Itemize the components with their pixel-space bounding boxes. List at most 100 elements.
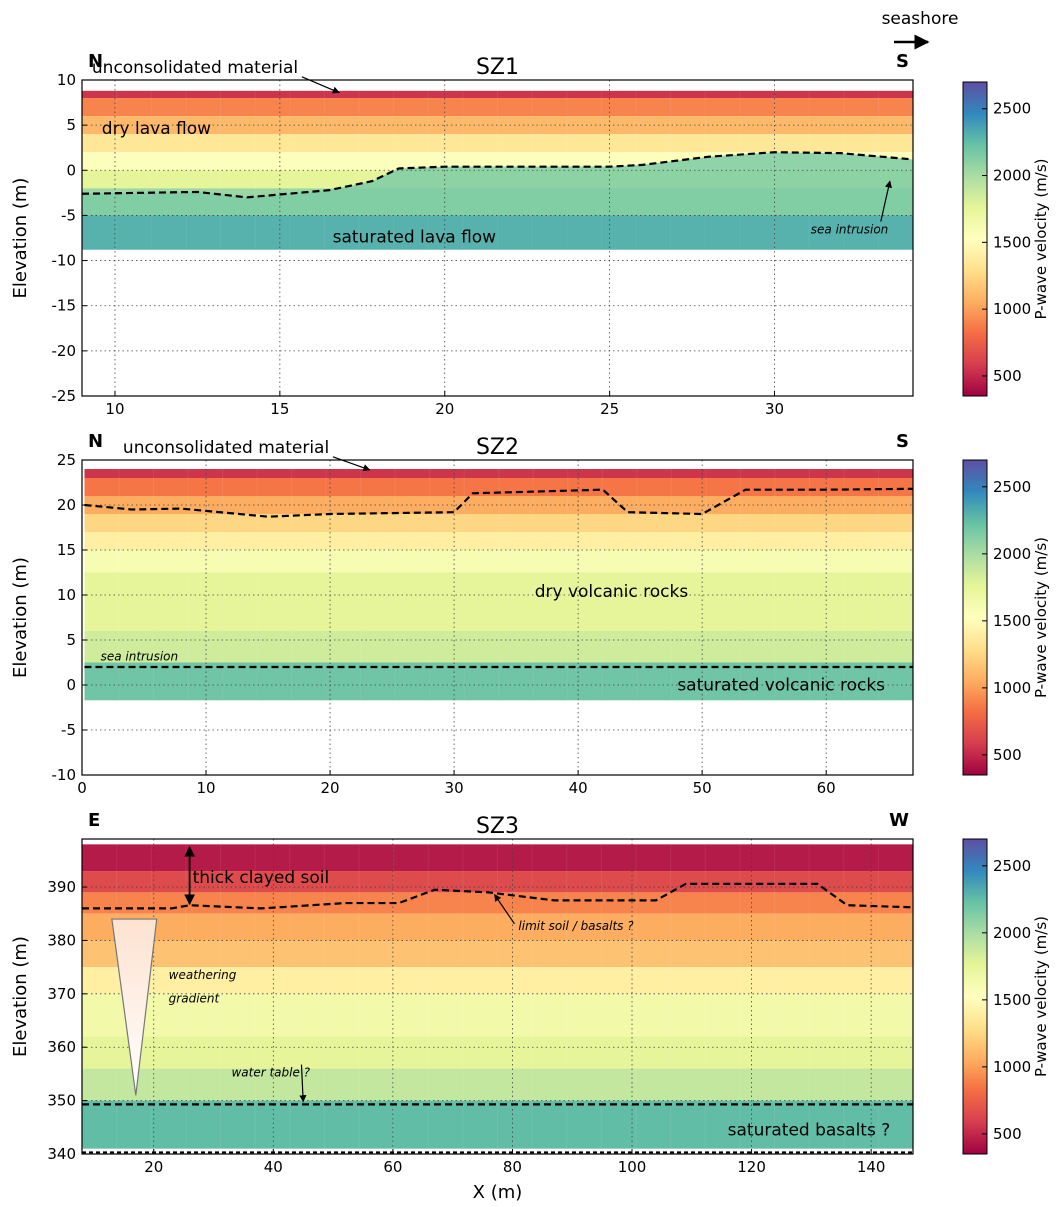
boundary-fill bbox=[82, 152, 913, 216]
y-tick-label: 25 bbox=[57, 451, 76, 469]
y-tick-label: 0 bbox=[66, 161, 76, 179]
velocity-layer bbox=[82, 215, 913, 250]
x-tick-label: 60 bbox=[383, 1158, 402, 1176]
annotation-arrow bbox=[494, 893, 515, 925]
velocity-layer bbox=[84, 662, 913, 701]
colorbar-tick-label: 500 bbox=[993, 1125, 1022, 1143]
y-tick-label: -10 bbox=[52, 252, 77, 270]
colorbar-tick-label: 1000 bbox=[993, 679, 1031, 697]
x-tick-label: 140 bbox=[857, 1158, 886, 1176]
y-tick-label: 390 bbox=[47, 878, 76, 896]
annotation: sea intrusion bbox=[811, 222, 889, 236]
velocity-layer bbox=[82, 993, 913, 1037]
plot-frame bbox=[81, 79, 914, 397]
annotation: sea intrusion bbox=[101, 650, 179, 664]
x-tick-label: 120 bbox=[737, 1158, 766, 1176]
annotation: unconsolidated material bbox=[123, 438, 329, 458]
seashore-indicator: seashore bbox=[882, 9, 958, 50]
velocity-layer bbox=[82, 90, 913, 99]
x-tick-label: 80 bbox=[503, 1158, 522, 1176]
y-tick-label: -5 bbox=[61, 721, 76, 739]
velocity-layer bbox=[82, 134, 913, 153]
corner-label-right: S bbox=[896, 51, 909, 72]
annotation: water table ? bbox=[231, 1066, 310, 1080]
x-tick-label: 40 bbox=[264, 1158, 283, 1176]
colorbar-tick-label: 2500 bbox=[993, 100, 1031, 118]
x-tick-label: 30 bbox=[765, 400, 784, 418]
panel-sz1: 10 15 20 25 30 -25 -20 -15 -10 -5 0 5 10 SZ1 N S Elevati… bbox=[10, 51, 1050, 418]
corner-label-right: W bbox=[889, 810, 909, 831]
velocity-layer bbox=[82, 913, 913, 941]
colorbar bbox=[962, 838, 988, 1155]
y-tick-label: 10 bbox=[57, 586, 76, 604]
y-axis-label: Elevation (m) bbox=[10, 936, 31, 1057]
corner-label-left: N bbox=[88, 51, 103, 72]
annotation: dry volcanic rocks bbox=[535, 582, 689, 602]
y-tick-label: 350 bbox=[47, 1092, 76, 1110]
x-tick-label: 50 bbox=[693, 779, 712, 797]
x-tick-label: 10 bbox=[105, 400, 124, 418]
annotation: unconsolidated material bbox=[92, 58, 298, 78]
colorbar-tick-label: 1500 bbox=[993, 991, 1031, 1009]
x-tick-label: 20 bbox=[435, 400, 454, 418]
y-tick-label: -5 bbox=[61, 206, 76, 224]
colorbar-tick-label: 1000 bbox=[993, 1058, 1031, 1076]
colorbar-tick-label: 500 bbox=[993, 746, 1022, 764]
annotation: dry lava flow bbox=[102, 119, 211, 139]
plot-area bbox=[82, 460, 913, 775]
panel-sz2: 0 10 20 30 40 50 60 -10 -5 0 5 10 15 20 25 SZ2 N S Elevati… bbox=[10, 431, 1050, 797]
colorbar-tick-label: 500 bbox=[993, 367, 1022, 385]
y-tick-label: 340 bbox=[47, 1145, 76, 1163]
plot-frame bbox=[81, 838, 914, 1155]
x-tick-label: 0 bbox=[77, 779, 87, 797]
y-axis-label: Elevation (m) bbox=[10, 178, 31, 299]
velocity-layer bbox=[84, 478, 913, 496]
velocity-layer bbox=[82, 967, 913, 994]
x-tick-label: 25 bbox=[600, 400, 619, 418]
velocity-layer bbox=[82, 1100, 913, 1149]
annotation: limit soil / basalts ? bbox=[518, 919, 634, 933]
corner-label-right: S bbox=[896, 431, 909, 452]
velocity-layer bbox=[82, 892, 913, 914]
panel-title: SZ2 bbox=[476, 435, 519, 460]
y-tick-label: 5 bbox=[66, 116, 76, 134]
y-tick-label: 5 bbox=[66, 631, 76, 649]
colorbar bbox=[962, 81, 988, 397]
colorbar-tick-label: 2000 bbox=[993, 924, 1031, 942]
x-axis-label: X (m) bbox=[473, 1182, 523, 1203]
x-tick-label: 60 bbox=[817, 779, 836, 797]
y-tick-label: 370 bbox=[47, 985, 76, 1003]
colorbar-tick-label: 1000 bbox=[993, 300, 1031, 318]
colorbar-tick-label: 2000 bbox=[993, 167, 1031, 185]
annotation: weathering bbox=[169, 968, 237, 982]
y-axis-label: Elevation (m) bbox=[10, 557, 31, 678]
velocity-layer bbox=[84, 469, 913, 478]
plot-area bbox=[82, 839, 913, 1154]
velocity-layer bbox=[84, 514, 913, 532]
plot-area bbox=[82, 80, 913, 396]
y-tick-label: 10 bbox=[57, 71, 76, 89]
velocity-layer bbox=[82, 98, 913, 117]
velocity-layer bbox=[84, 496, 913, 514]
annotation-arrow bbox=[880, 180, 892, 222]
panel-title: SZ3 bbox=[476, 814, 519, 839]
x-tick-label: 15 bbox=[270, 400, 289, 418]
y-tick-label: 360 bbox=[47, 1038, 76, 1056]
annotation: saturated volcanic rocks bbox=[677, 675, 885, 695]
velocity-layer bbox=[84, 532, 913, 550]
velocity-layer bbox=[84, 572, 913, 631]
annotation: gradient bbox=[169, 991, 221, 1005]
velocity-layer bbox=[82, 1068, 913, 1101]
velocity-layer bbox=[82, 940, 913, 968]
corner-label-left: N bbox=[88, 431, 103, 452]
interface-line bbox=[82, 151, 913, 199]
y-tick-label: -10 bbox=[52, 766, 77, 784]
x-tick-label: 30 bbox=[445, 779, 464, 797]
annotation-arrow bbox=[301, 76, 340, 94]
y-tick-label: 380 bbox=[47, 931, 76, 949]
colorbar-tick-label: 1500 bbox=[993, 612, 1031, 630]
annotation: saturated lava flow bbox=[333, 228, 497, 248]
interface-line bbox=[82, 882, 913, 910]
panel-title: SZ1 bbox=[476, 55, 519, 80]
